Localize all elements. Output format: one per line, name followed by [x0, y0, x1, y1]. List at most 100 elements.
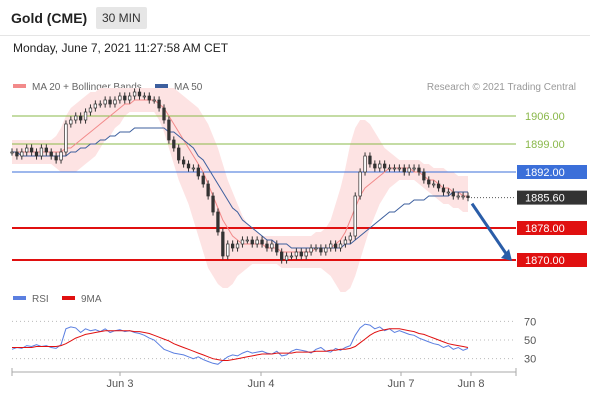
- forecast-arrow-head: [501, 249, 512, 261]
- candle-body: [172, 139, 176, 149]
- candle-body: [461, 195, 465, 198]
- candle-body: [333, 243, 338, 249]
- candle-body: [191, 167, 196, 170]
- ma50-legend-swatch: [155, 84, 168, 88]
- ma50-line: [12, 127, 468, 249]
- candle-body: [74, 115, 78, 121]
- candle-body: [275, 243, 279, 253]
- candle-body: [270, 243, 274, 249]
- candle-body: [348, 235, 352, 241]
- candle-body: [230, 243, 235, 249]
- candle-body: [466, 195, 470, 198]
- rsi-legend-label: RSI: [32, 294, 49, 305]
- candle-body: [417, 167, 421, 173]
- candle-body: [206, 183, 210, 197]
- candle-body: [64, 123, 68, 153]
- candle-body: [226, 243, 230, 257]
- rsi-tick-30: 30: [524, 354, 536, 366]
- candle-body: [358, 171, 362, 197]
- rsi-legend-swatch: [13, 296, 26, 300]
- candle-body: [387, 167, 392, 170]
- candle-body: [54, 155, 58, 161]
- candle-body: [412, 167, 416, 170]
- candle-body: [373, 163, 377, 169]
- candle-body: [201, 175, 205, 185]
- level-badge-1892.00: [517, 165, 587, 179]
- candle-body: [235, 243, 240, 249]
- candle-body: [432, 183, 436, 186]
- candle-body: [147, 95, 151, 101]
- candle-body: [98, 103, 102, 106]
- level-label-1870.00: 1870.00: [525, 255, 565, 267]
- candle-body: [324, 247, 328, 253]
- level-label-1899.00: 1899.00: [525, 139, 565, 151]
- instrument-title: Gold (CME): [11, 10, 88, 26]
- candle-body: [167, 119, 171, 141]
- candle-body: [329, 243, 333, 249]
- candle-body: [240, 239, 245, 245]
- candle-body: [343, 239, 348, 245]
- candle-body: [34, 151, 39, 157]
- chart-header: Gold (CME) 30 MIN: [0, 0, 590, 36]
- candle-body: [59, 151, 63, 161]
- ma20-line: [12, 99, 468, 253]
- x-tick-jun-4: Jun 4: [248, 378, 275, 390]
- rsi-line: [11, 323, 469, 365]
- x-tick-jun-3: Jun 3: [107, 378, 134, 390]
- candle-body: [108, 99, 112, 105]
- candle-body: [338, 243, 343, 249]
- candle-body: [382, 163, 387, 169]
- candle-body: [265, 243, 269, 249]
- candle-body: [255, 239, 259, 245]
- candle-body: [260, 239, 264, 245]
- candle-body: [137, 91, 142, 97]
- candle-body: [29, 147, 34, 153]
- level-label-1878.00: 1878.00: [525, 223, 565, 235]
- source-credit: Research © 2021 Trading Central: [427, 82, 576, 93]
- ma20-legend-swatch: [13, 84, 26, 88]
- candle-body: [142, 95, 147, 98]
- candle-body: [304, 251, 308, 257]
- level-label-1906.00: 1906.00: [525, 111, 565, 123]
- candle-body: [69, 119, 73, 125]
- candle-body: [113, 99, 117, 105]
- candle-body: [451, 191, 455, 197]
- candle-body: [314, 247, 318, 250]
- rsi-tick-70: 70: [524, 316, 536, 328]
- candle-body: [128, 95, 132, 101]
- candle-body: [250, 239, 254, 245]
- candle-body: [39, 147, 44, 157]
- candle-body: [363, 155, 367, 173]
- timeframe-badge[interactable]: 30 MIN: [96, 7, 147, 29]
- candle-body: [294, 251, 299, 257]
- rsi-ma-legend-swatch: [62, 296, 75, 300]
- candle-body: [216, 211, 220, 233]
- x-tick-jun-7: Jun 7: [388, 378, 415, 390]
- candle-body: [456, 195, 460, 198]
- candle-body: [44, 147, 48, 153]
- last-price-label: 1885.60: [525, 193, 565, 205]
- rsi-ma-line: [12, 328, 469, 361]
- candle-body: [309, 247, 313, 253]
- candle-body: [446, 191, 451, 194]
- level-badge-1870.00: [517, 253, 587, 267]
- candle-body: [397, 167, 402, 170]
- candle-body: [245, 239, 250, 242]
- candle-body: [436, 183, 441, 189]
- candle-body: [407, 167, 411, 173]
- candle-body: [118, 95, 122, 101]
- candle-body: [103, 99, 107, 105]
- ma20-legend-label: MA 20 + Bollinger Bands: [32, 82, 142, 93]
- ma50-legend-label: MA 50: [174, 82, 203, 93]
- candle-body: [25, 147, 29, 153]
- candle-body: [177, 147, 181, 161]
- candle-body: [186, 163, 191, 169]
- candle-body: [368, 155, 372, 165]
- candle-body: [15, 151, 19, 157]
- level-label-1892.00: 1892.00: [525, 167, 565, 179]
- candle-body: [162, 107, 166, 121]
- level-badge-1878.00: [517, 221, 587, 235]
- candle-body: [441, 187, 446, 193]
- candle-body: [152, 99, 156, 102]
- candle-body: [299, 251, 303, 257]
